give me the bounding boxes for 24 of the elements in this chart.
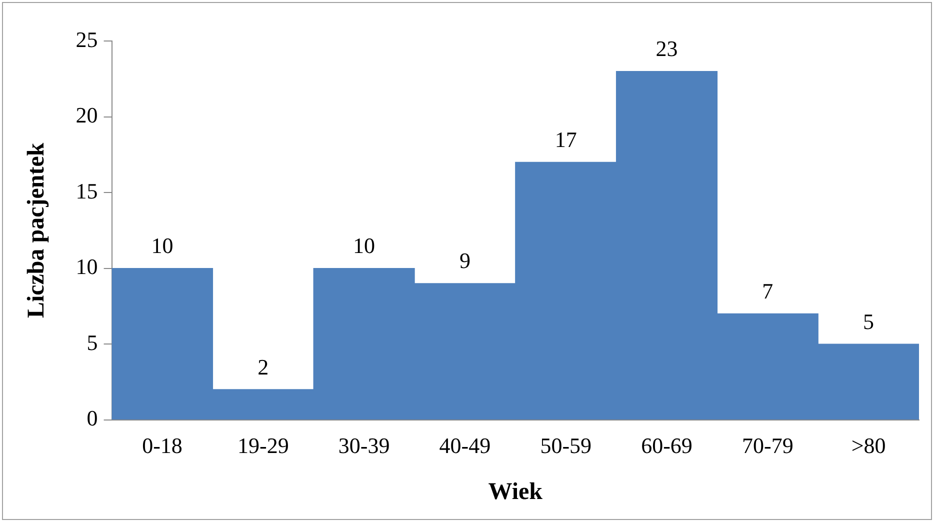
data-label: 10 <box>151 233 174 258</box>
x-tick-label: 0-18 <box>142 432 182 458</box>
x-tick-label: 40-49 <box>439 432 491 458</box>
data-label: 5 <box>863 308 874 334</box>
x-tick-label: 60-69 <box>641 432 692 458</box>
y-tick-label: 0 <box>86 406 98 431</box>
data-label: 9 <box>459 248 470 274</box>
data-label: 10 <box>353 233 376 258</box>
data-label: 7 <box>762 278 774 304</box>
x-tick-label: 19-29 <box>237 432 289 458</box>
data-label: 17 <box>554 126 577 152</box>
y-tick-label: 25 <box>76 26 98 52</box>
y-tick-label: 5 <box>86 330 98 355</box>
x-tick-label: >80 <box>851 432 886 458</box>
x-axis-title: Wiek <box>488 478 544 505</box>
data-label: 2 <box>258 354 269 380</box>
data-label: 23 <box>656 36 678 62</box>
x-tick-label: 70-79 <box>742 432 794 458</box>
x-tick-label: 30-39 <box>338 432 390 458</box>
y-tick-label: 20 <box>76 102 98 128</box>
y-axis-title: Liczba pacjentek <box>24 142 50 318</box>
y-tick-label: 15 <box>76 178 98 204</box>
y-tick-label: 10 <box>76 254 98 280</box>
x-tick-label: 50-59 <box>540 432 592 458</box>
